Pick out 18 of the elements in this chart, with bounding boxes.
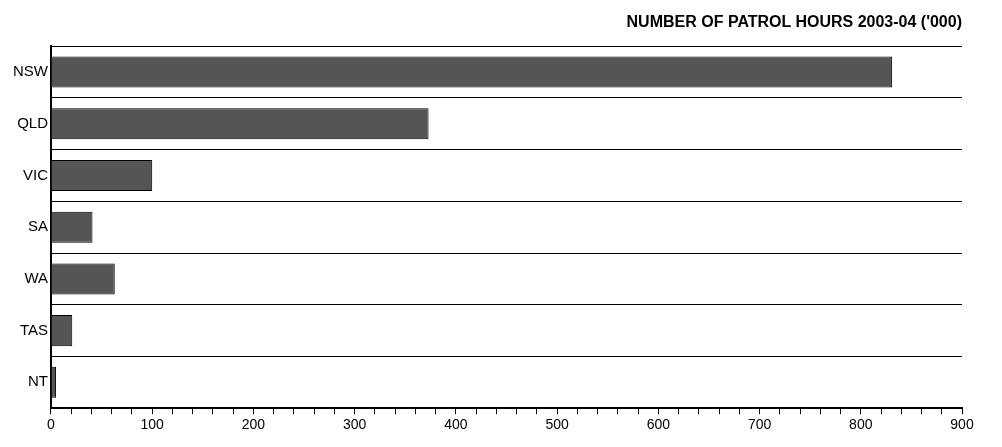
x-tick-label: 400 — [444, 416, 468, 433]
y-tick-label: WA — [24, 269, 48, 287]
x-tick-label: 100 — [140, 416, 165, 433]
x-tick-label: 0 — [47, 416, 56, 433]
x-tick-label: 800 — [849, 416, 873, 433]
y-tick-label: NSW — [13, 62, 49, 80]
y-tick-label: QLD — [17, 113, 49, 131]
y-tick-label: TAS — [19, 320, 48, 338]
x-tick-label: 500 — [545, 416, 569, 433]
y-tick-label: VIC — [22, 165, 49, 183]
y-tick-label: SA — [27, 217, 48, 235]
x-tick-label: 200 — [241, 416, 266, 433]
x-tick-label: 900 — [950, 416, 974, 433]
chart-title: NUMBER OF PATROL HOURS 2003-04 ('000) — [626, 13, 962, 31]
x-tick-label: 600 — [646, 416, 671, 433]
x-tick-label: 700 — [747, 416, 772, 433]
y-tick-label: NT — [28, 372, 48, 390]
x-tick-label: 300 — [342, 416, 367, 433]
